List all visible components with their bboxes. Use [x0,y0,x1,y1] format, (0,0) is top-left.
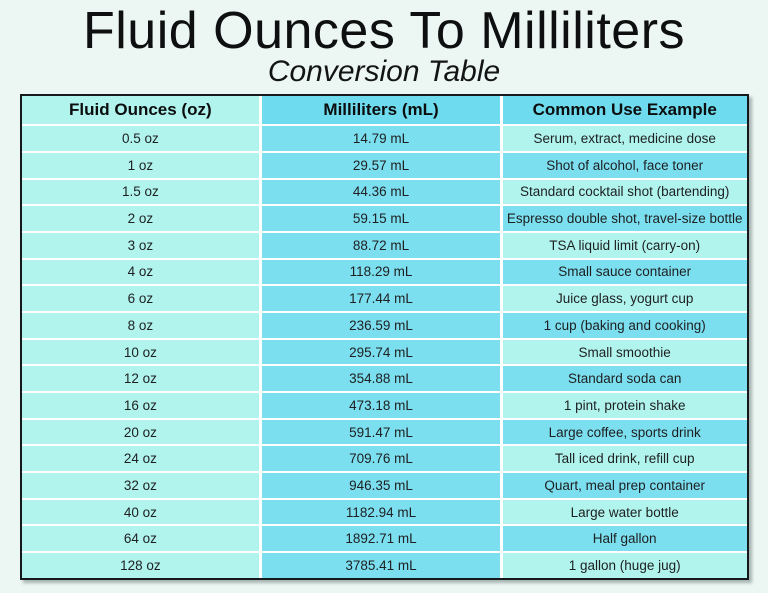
oz-cell: 64 oz [21,526,260,552]
use-cell: Standard cocktail shot (bartending) [502,179,747,205]
use-cell: Espresso double shot, travel-size bottle [502,206,747,231]
oz-cell: 10 oz [21,339,260,365]
page-subtitle: Conversion Table [267,55,501,89]
oz-cell: 16 oz [21,393,260,418]
oz-cell: 6 oz [21,286,260,311]
oz-cell: 1.5 oz [21,179,260,205]
page-title: Fluid Ounces To Milliliters [82,2,686,60]
ml-cell: 44.36 mL [262,179,500,205]
oz-cell: 24 oz [21,446,260,472]
oz-cell: 32 oz [21,473,260,498]
ml-cell: 177.44 mL [262,286,500,311]
oz-cell: 3 oz [21,232,260,258]
ml-cell: 29.57 mL [262,152,500,178]
ml-cell: 59.15 mL [262,206,500,231]
ml-cell: 1182.94 mL [262,499,500,525]
use-cell: Juice glass, yogurt cup [502,286,747,311]
oz-cell: 2 oz [21,206,260,231]
use-cell: 1 gallon (huge jug) [502,553,747,578]
ml-cell: 709.76 mL [262,446,500,472]
header-common-use: Common Use Example [502,96,747,125]
use-cell: Large water bottle [502,499,747,525]
use-cell: Quart, meal prep container [502,473,747,498]
ml-cell: 946.35 mL [262,473,500,498]
oz-cell: 20 oz [21,419,260,445]
ml-cell: 88.72 mL [262,232,500,258]
oz-cell: 4 oz [21,259,260,285]
ml-cell: 1892.71 mL [262,526,500,552]
oz-cell: 12 oz [21,366,260,392]
use-cell: Tall iced drink, refill cup [502,446,747,472]
use-cell: Large coffee, sports drink [502,419,747,445]
use-cell: Small sauce container [502,259,747,285]
ml-cell: 354.88 mL [262,366,500,392]
use-cell: Serum, extract, medicine dose [502,126,747,151]
use-cell: Standard soda can [502,366,747,392]
conversion-table: Fluid Ounces (oz) Milliliters (mL) Commo… [19,94,749,580]
ml-cell: 473.18 mL [262,393,500,418]
ml-cell: 591.47 mL [262,419,500,445]
oz-cell: 128 oz [21,553,260,578]
ml-cell: 14.79 mL [262,126,500,151]
use-cell: Half gallon [502,526,747,552]
ml-cell: 295.74 mL [262,339,500,365]
header-milliliters: Milliliters (mL) [262,96,500,125]
oz-cell: 8 oz [21,312,260,338]
ml-cell: 3785.41 mL [262,553,500,578]
use-cell: TSA liquid limit (carry-on) [502,232,747,258]
use-cell: 1 cup (baking and cooking) [502,312,747,338]
oz-cell: 0.5 oz [21,126,260,151]
ml-cell: 118.29 mL [262,259,500,285]
use-cell: Shot of alcohol, face toner [502,152,747,178]
use-cell: 1 pint, protein shake [502,393,747,418]
ml-cell: 236.59 mL [262,312,500,338]
use-cell: Small smoothie [502,339,747,365]
oz-cell: 40 oz [21,499,260,525]
header-fluid-ounces: Fluid Ounces (oz) [21,96,260,125]
oz-cell: 1 oz [21,152,260,178]
